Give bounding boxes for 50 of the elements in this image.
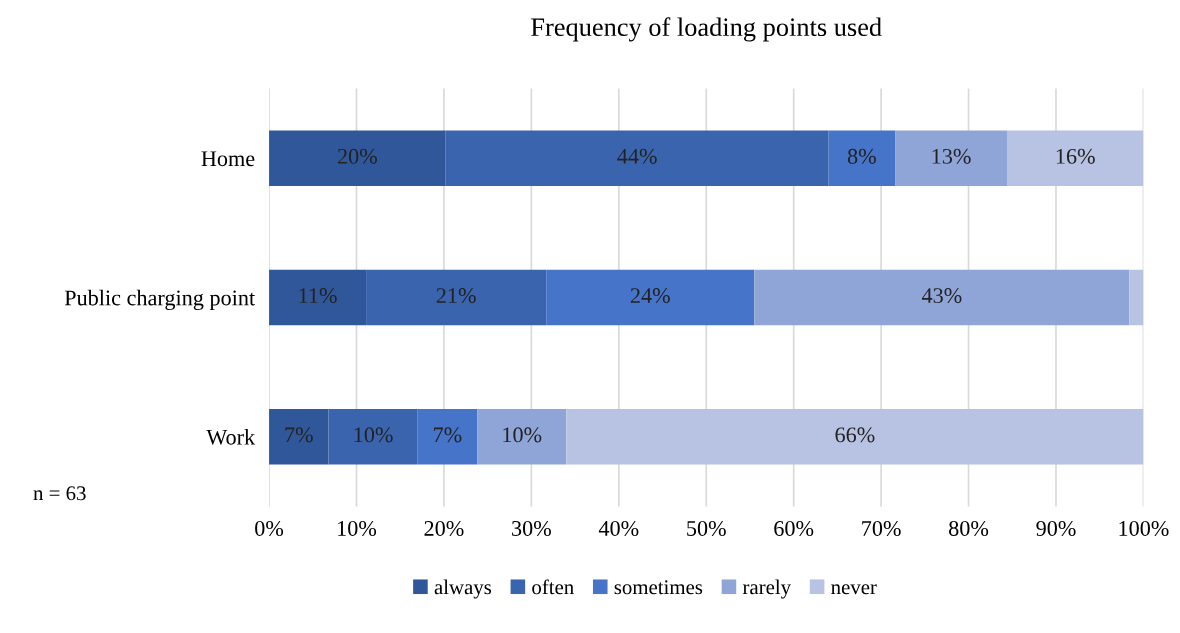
x-tick-label: 30% (512, 520, 551, 536)
data-label: 43% (921, 288, 962, 304)
bar (895, 130, 1008, 187)
legend-label: never (831, 584, 877, 595)
x-tick-label: 0% (255, 520, 284, 536)
y-tick-label: Home (201, 151, 255, 167)
data-label: 20% (337, 148, 377, 164)
x-tick-label: 100% (1119, 520, 1169, 536)
bar (1129, 269, 1144, 326)
x-tick-label: 20% (424, 520, 464, 536)
legend-label: always (434, 579, 492, 599)
bar (1007, 130, 1144, 187)
bar (754, 269, 1130, 326)
x-tick-label: 70% (862, 520, 901, 536)
bar (328, 408, 418, 465)
x-tick-label: 40% (598, 520, 639, 536)
data-label: 24% (630, 288, 670, 304)
data-label: 10% (354, 427, 393, 443)
data-label: 8% (847, 148, 876, 164)
bar (269, 269, 367, 326)
text: n = 63 (33, 486, 86, 501)
data-label: 7% (285, 427, 313, 443)
data-label: 13% (932, 148, 971, 164)
x-tick-label: 80% (949, 520, 989, 536)
bar (546, 269, 755, 326)
y-tick-label: Public charging point (64, 289, 256, 311)
data-label: 10% (503, 427, 542, 443)
data-label: 21% (436, 288, 476, 304)
bar (477, 408, 567, 465)
bar (269, 130, 446, 187)
bar (269, 408, 329, 465)
x-tick-label: 60% (774, 520, 814, 536)
legend-label: rarely (742, 579, 791, 599)
data-label: 44% (617, 148, 657, 164)
chart-title: Frequency of loading points used (531, 17, 882, 42)
bar (828, 130, 896, 187)
bar (366, 269, 547, 326)
legend-label: often (532, 579, 574, 595)
bar (417, 408, 478, 465)
legend-label: sometimes (614, 580, 703, 595)
data-label: 16% (1056, 148, 1095, 164)
bar (566, 408, 1144, 465)
data-label: 11% (299, 288, 337, 304)
data-label: 66% (835, 427, 875, 443)
x-tick-label: 90% (1036, 520, 1076, 536)
bar (445, 130, 829, 187)
y-tick-label: Work (206, 429, 256, 445)
data-label: 7% (434, 427, 462, 443)
x-tick-label: 50% (687, 520, 726, 536)
x-tick-label: 10% (338, 520, 377, 536)
